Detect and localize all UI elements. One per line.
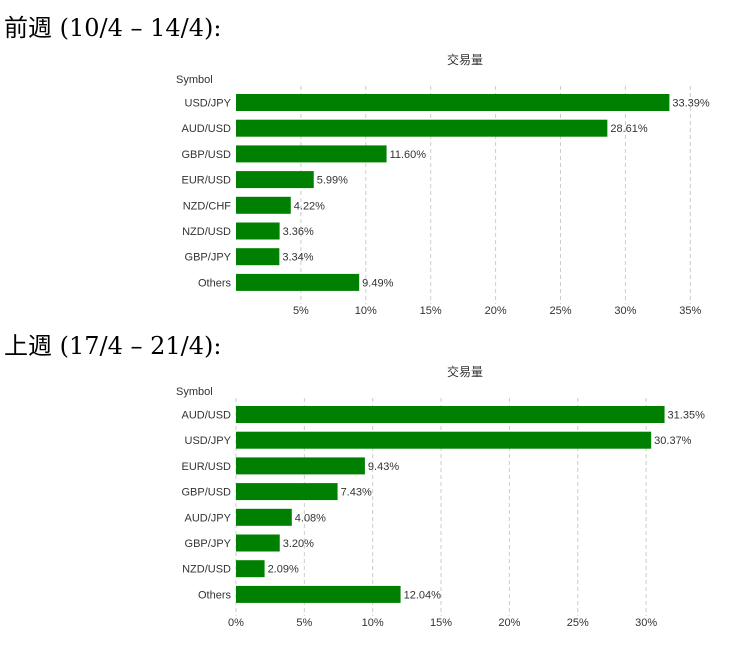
x-tick-label: 30%: [614, 305, 636, 317]
bar: [236, 273, 360, 291]
chart-previous-week: 交易量 Symbol 5% 10% 15% 20% 25% 30% 35% USD/JPY 33.3…: [176, 52, 710, 317]
bar: [236, 457, 365, 475]
x-tick-label: 5%: [296, 617, 312, 629]
x-tick-label: 15%: [430, 617, 452, 629]
x-tick-label: 30%: [635, 617, 657, 629]
bar-value-label: 9.43%: [368, 461, 399, 473]
bar-value-label: 31.35%: [668, 410, 706, 422]
x-tick-label: 35%: [679, 305, 701, 317]
bar: [236, 145, 387, 163]
chart-title: 交易量: [447, 52, 483, 67]
bar-value-label: 2.09%: [268, 564, 299, 576]
bar-value-label: 3.20%: [283, 538, 314, 550]
x-tick-label: 25%: [549, 305, 571, 317]
category-label: EUR/USD: [181, 175, 231, 187]
category-label: NZD/USD: [182, 226, 231, 238]
bar-value-label: 3.34%: [282, 252, 313, 264]
bar-value-label: 28.61%: [610, 123, 648, 135]
category-label: NZD/CHF: [183, 200, 232, 212]
bar: [236, 94, 670, 111]
x-tick-label: 15%: [420, 305, 442, 317]
category-label: GBP/JPY: [185, 538, 232, 550]
x-tick-label: 20%: [498, 617, 520, 629]
bar-value-label: 5.99%: [317, 175, 348, 187]
x-tick-label: 10%: [355, 305, 377, 317]
bar: [236, 248, 280, 266]
category-label: AUD/USD: [181, 123, 231, 135]
x-tick-label: 10%: [362, 617, 384, 629]
category-label: Others: [198, 277, 232, 289]
bar: [236, 534, 280, 552]
category-label: AUD/JPY: [185, 512, 232, 524]
bar: [236, 585, 401, 603]
section-heading-previous-week: 前週 (10/4 – 14/4):: [4, 14, 222, 42]
bar-value-label: 3.36%: [283, 226, 314, 238]
category-label: GBP/USD: [181, 149, 231, 161]
x-tick-label: 5%: [293, 305, 309, 317]
bar: [236, 119, 608, 137]
bar: [236, 222, 280, 240]
bar-value-label: 9.49%: [362, 277, 393, 289]
bar-value-label: 12.04%: [404, 589, 442, 601]
category-label: GBP/JPY: [185, 252, 232, 264]
x-tick-label: 25%: [567, 617, 589, 629]
bar: [236, 483, 338, 501]
category-label: NZD/USD: [182, 564, 231, 576]
bar: [236, 508, 292, 526]
chart-title: 交易量: [447, 364, 483, 379]
y-axis-label: Symbol: [176, 74, 213, 86]
bar-value-label: 11.60%: [390, 149, 427, 161]
category-label: Others: [198, 589, 232, 601]
bar: [236, 406, 665, 423]
bar: [236, 171, 314, 189]
bar: [236, 196, 291, 214]
bar: [236, 431, 652, 449]
bar-value-label: 30.37%: [654, 435, 692, 447]
category-label: GBP/USD: [181, 487, 231, 499]
bar-value-label: 4.22%: [294, 200, 325, 212]
bar-value-label: 4.08%: [295, 512, 326, 524]
bar: [236, 560, 265, 578]
category-label: AUD/USD: [181, 410, 231, 422]
category-label: USD/JPY: [185, 98, 232, 110]
bar-value-label: 7.43%: [341, 487, 372, 499]
category-label: USD/JPY: [185, 435, 232, 447]
y-axis-label: Symbol: [176, 386, 213, 398]
category-label: EUR/USD: [181, 461, 231, 473]
x-tick-label: 0%: [228, 617, 244, 629]
section-heading-last-week: 上週 (17/4 – 21/4):: [4, 332, 222, 360]
chart-last-week: 交易量 Symbol 0% 5% 10% 15% 20% 25% 30% AUD/USD 31.35…: [176, 364, 706, 629]
x-tick-label: 20%: [485, 305, 507, 317]
bar-value-label: 33.39%: [672, 98, 710, 110]
